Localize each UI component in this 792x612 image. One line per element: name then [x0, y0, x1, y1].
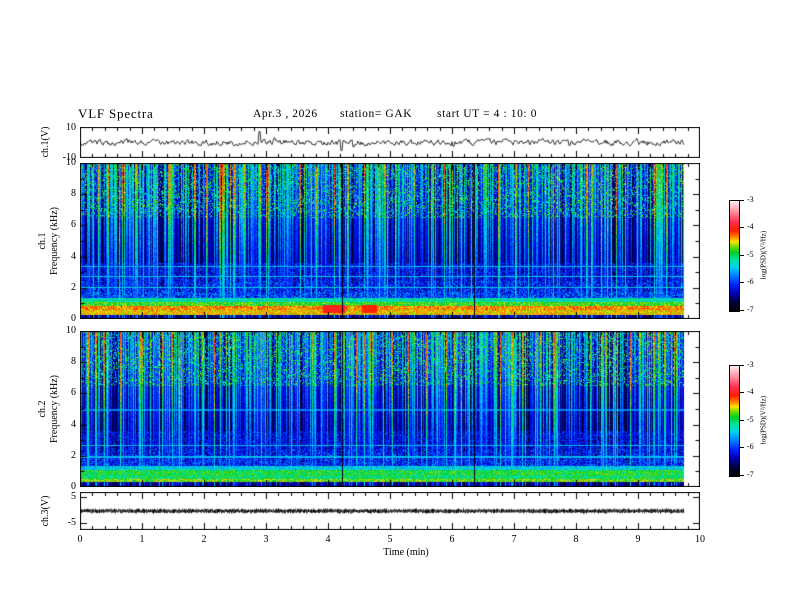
x-tick: 2 [201, 534, 207, 545]
x-tick: 10 [695, 534, 705, 545]
ch1-waveform-canvas [80, 127, 700, 158]
ch3-waveform-canvas [80, 492, 700, 530]
colorbar-tick [739, 475, 744, 476]
colorbar-tick [739, 365, 744, 366]
colorbar-tick-label: -6 [747, 442, 754, 451]
colorbar-tick-label: -4 [747, 387, 754, 396]
colorbar-tick-label: -5 [747, 415, 754, 424]
spec1-ytick: 10 [66, 157, 76, 168]
x-tick: 7 [511, 534, 517, 545]
spec1-ytick: 2 [71, 282, 76, 293]
spec1-ytick: 4 [71, 251, 76, 262]
spec2-axis-label: Frequency (kHz) [49, 374, 60, 444]
ch1-spectrogram-canvas [80, 163, 700, 319]
colorbar-tick [739, 200, 744, 201]
spec1-ytick: 0 [71, 313, 76, 324]
spec1-axis-label: Frequency (kHz) [49, 206, 60, 276]
spec2-ytick: 0 [71, 481, 76, 492]
spec2-ytick: 2 [71, 450, 76, 461]
spec2-ytick: 6 [71, 387, 76, 398]
x-tick: 0 [77, 534, 83, 545]
spec2-ytick: 4 [71, 419, 76, 430]
spec1-ytick: 8 [71, 188, 76, 199]
ch1-wave-ymin: -10 [62, 152, 76, 163]
ch1-wave-ymax: 10 [66, 122, 76, 133]
x-axis-title: Time (min) [383, 547, 429, 558]
ch3-wave-axis-label: ch.3(V) [40, 495, 51, 527]
colorbar-tick [739, 447, 744, 448]
ch3-wave-ymin: -5 [67, 517, 76, 528]
colorbar-tick-label: -5 [747, 250, 754, 259]
colorbar-2 [729, 365, 740, 477]
x-tick: 4 [325, 534, 331, 545]
date-label: Apr.3 , 2026 [253, 108, 318, 120]
colorbar-tick-label: -3 [747, 195, 754, 204]
spec1-channel-label: ch.1 [37, 232, 48, 250]
colorbar-tick-label: -7 [747, 470, 754, 479]
ch2-spectrogram-canvas [80, 331, 700, 487]
colorbar-tick [739, 227, 744, 228]
colorbar-1-label: log(PSD)(V²/Hz) [759, 230, 768, 280]
spec2-ytick: 10 [66, 325, 76, 336]
colorbar-tick [739, 310, 744, 311]
colorbar-1 [729, 200, 740, 312]
colorbar-tick-label: -6 [747, 277, 754, 286]
x-tick: 5 [387, 534, 393, 545]
colorbar-tick [739, 392, 744, 393]
spec2-ytick: 8 [71, 356, 76, 367]
x-tick: 3 [263, 534, 269, 545]
start-ut-label: start UT = 4 : 10: 0 [437, 108, 538, 120]
colorbar-tick [739, 420, 744, 421]
x-tick: 8 [573, 534, 579, 545]
spec2-channel-label: ch.2 [37, 400, 48, 418]
ch1-wave-axis-label: ch.1(V) [40, 126, 51, 158]
ch3-wave-ymax: 5 [71, 491, 76, 502]
station-label: station= GAK [340, 108, 413, 120]
colorbar-tick [739, 282, 744, 283]
colorbar-2-label: log(PSD)(V²/Hz) [759, 395, 768, 445]
x-tick: 9 [635, 534, 641, 545]
colorbar-tick-label: -4 [747, 222, 754, 231]
x-tick: 1 [139, 534, 145, 545]
page-title: VLF Spectra [78, 106, 154, 121]
colorbar-tick-label: -7 [747, 305, 754, 314]
colorbar-tick-label: -3 [747, 360, 754, 369]
spec1-ytick: 6 [71, 219, 76, 230]
colorbar-tick [739, 255, 744, 256]
x-tick: 6 [449, 534, 455, 545]
